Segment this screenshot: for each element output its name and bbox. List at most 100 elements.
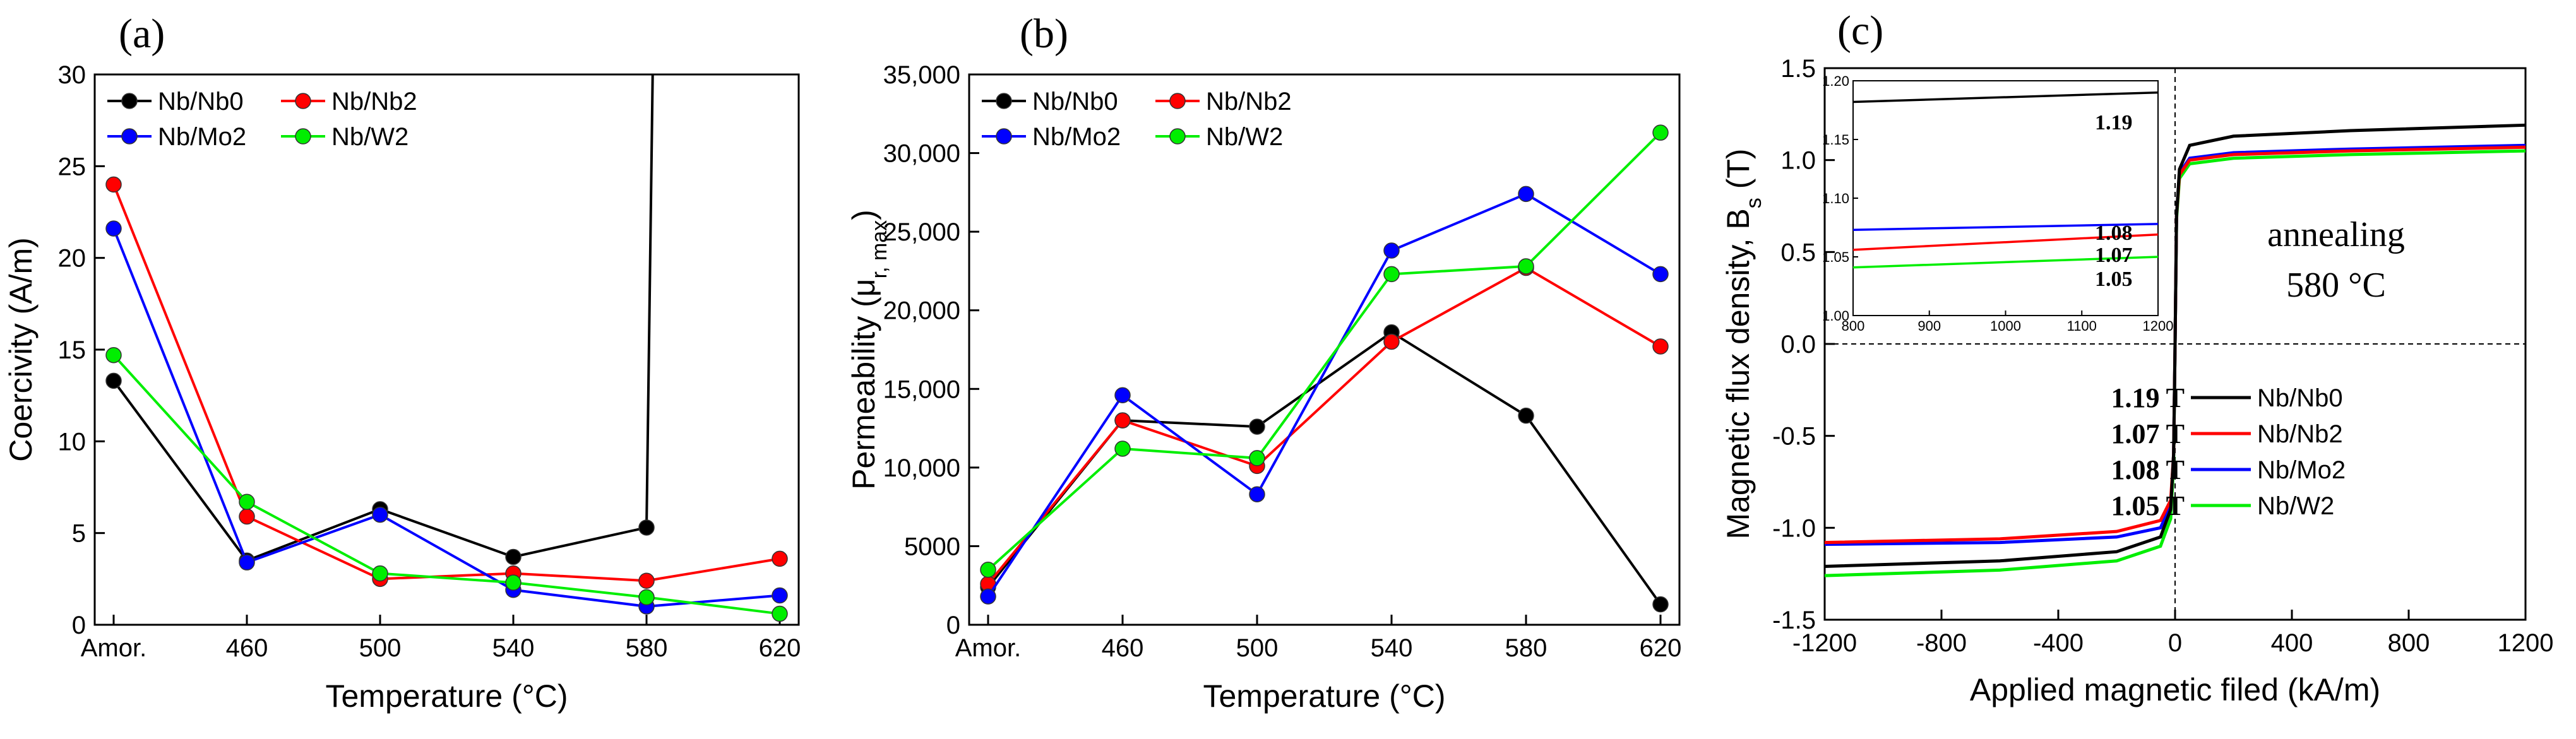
panel-b-series-group <box>980 124 1669 613</box>
panel-b-series-line-nb-w2 <box>987 131 1662 571</box>
inset-ytick-label-1-15: 1.15 <box>1822 132 1849 148</box>
panel-a-point-nb-w2-580 <box>638 589 655 606</box>
panel-a-xtick-label-500: 500 <box>359 634 402 662</box>
panel-a-point-nb-nb2-620 <box>772 550 788 567</box>
panel-a-panel: (a) Amor. 460 500 540 580 620 0 5 10 15 20 25 30 Tempe… <box>3 11 801 714</box>
panel-a-legend-label-nb-mo2: Nb/Mo2 <box>158 123 246 151</box>
panel-b-xtick-label-amor: Amor. <box>955 634 1021 662</box>
panel-a-ytick-label-25: 25 <box>58 153 86 180</box>
panel-b-legend-label-nb-nb0: Nb/Nb0 <box>1032 88 1118 115</box>
panel-b-legend-label-nb-w2: Nb/W2 <box>1206 123 1283 151</box>
panel-b-panel: (b) Amor. 460 500 540 580 620 0 5000 10,000 15,000… <box>846 11 1681 714</box>
panel-a-legend-label-nb-nb0: Nb/Nb0 <box>158 88 244 115</box>
panel-b-xtick-label-540: 540 <box>1371 634 1413 662</box>
panel-a-xtick-label-460: 460 <box>226 634 268 662</box>
inset-value-label-nb-w2: 1.05 <box>2095 268 2133 291</box>
panel-a-point-nb-mo2-620 <box>772 587 788 604</box>
panel-a-point-nb-nb0-amor <box>105 372 122 389</box>
panel-b-ytick-label-30-000: 30,000 <box>883 140 960 168</box>
inset-xtick-label-900: 900 <box>1917 318 1941 334</box>
panel-b-ytick-label-0: 0 <box>946 612 960 639</box>
panel-b-xtick-label-500: 500 <box>1236 634 1279 662</box>
panel-a-point-nb-nb0-540 <box>505 548 522 565</box>
panel-b-y-axis-title: Permeability (μr, max) <box>846 210 891 490</box>
panel-a-ytick-label-15: 15 <box>58 336 86 364</box>
panel-c-ytick-label-1-0: -1.0 <box>1772 514 1816 542</box>
inset-xtick-label-800: 800 <box>1842 318 1865 334</box>
inset-value-label-nb-nb0: 1.19 <box>2095 111 2133 134</box>
panel-b-legend-marker-nb-nb2 <box>1169 93 1186 109</box>
panel-b-panel-label: (b) <box>1020 11 1068 57</box>
panel-a-ytick-label-5: 5 <box>72 520 86 548</box>
panel-c-ytick-label-0-0: 0.0 <box>1780 331 1816 358</box>
panel-c-legend-label-nb-nb2: Nb/Nb2 <box>2257 420 2343 448</box>
panel-a-xtick-label-620: 620 <box>759 634 801 662</box>
panel-b-point-nb-nb2-540 <box>1383 333 1400 350</box>
panel-b-point-nb-w2-540 <box>1383 266 1400 283</box>
panel-a-point-nb-w2-460 <box>239 494 255 511</box>
inset-line-nb-w2 <box>1852 256 2159 269</box>
panel-a-ytick-label-10: 10 <box>58 428 86 456</box>
panel-a-x-axis-title: Temperature (°C) <box>326 678 568 714</box>
panel-c-ytick-label-1-0: 1.0 <box>1780 147 1816 175</box>
panel-c-legend-label-nb-mo2: Nb/Mo2 <box>2257 456 2346 484</box>
panel-a-legend-marker-nb-w2 <box>295 128 311 145</box>
inset-ytick-label-1-20: 1.20 <box>1822 73 1849 89</box>
panel-c-saturation-label-nb-nb2: 1.07 T <box>2111 418 2185 449</box>
panel-c-xtick-label-0: 0 <box>2168 629 2182 657</box>
panel-a-series-line-nb-mo2 <box>112 228 780 608</box>
panel-b-legend-label-nb-mo2: Nb/Mo2 <box>1032 123 1121 151</box>
panel-b-ytick-label-20-000: 20,000 <box>883 297 960 325</box>
panel-c: (c) -1200 -800 -400 0 400 800 1200 -1.5 -1.0 -0.5 0… <box>1720 8 2553 707</box>
panel-a-ytick-label-0: 0 <box>72 612 86 639</box>
panel-b-point-nb-nb2-620 <box>1652 338 1669 355</box>
panel-b-ytick-label-5000: 5000 <box>904 533 960 560</box>
panel-c-saturation-label-nb-mo2: 1.08 T <box>2111 454 2185 485</box>
panel-c-xtick-label-800: 800 <box>2388 629 2430 657</box>
panel-a-legend-label-nb-w2: Nb/W2 <box>331 123 408 151</box>
panel-b-point-nb-nb0-620 <box>1652 596 1669 613</box>
panel-b-point-nb-nb0-500 <box>1249 418 1265 435</box>
panel-a-series-group <box>105 74 788 622</box>
panel-a-legend-label-nb-nb2: Nb/Nb2 <box>331 88 417 115</box>
panel-b-legend-marker-nb-w2 <box>1169 128 1186 145</box>
panel-a-series-line-nb-w2 <box>112 354 780 615</box>
panel-a-point-nb-nb2-580 <box>638 572 655 589</box>
panel-a-point-nb-w2-620 <box>772 605 788 622</box>
panel-c-saturation-label-nb-nb0: 1.19 T <box>2111 382 2185 413</box>
panel-a-point-nb-mo2-500 <box>372 506 388 523</box>
panel-b-xtick-label-580: 580 <box>1505 634 1547 662</box>
panel-a-xtick-label-amor: Amor. <box>81 634 146 662</box>
panel-b-point-nb-nb2-460 <box>1114 412 1131 429</box>
panel-c-xtick-label-1200: -1200 <box>1792 629 1857 657</box>
panel-b-point-nb-w2-500 <box>1249 450 1265 466</box>
panel-b-point-nb-mo2-500 <box>1249 486 1265 502</box>
panel-a-xtick-label-580: 580 <box>626 634 668 662</box>
panel-c-annotation-line-1: annealing <box>2267 215 2405 254</box>
panel-c-legend-label-nb-nb0: Nb/Nb0 <box>2257 384 2343 412</box>
inset-xtick-label-1000: 1000 <box>1990 318 2021 334</box>
panel-b-point-nb-w2-amor <box>980 562 996 578</box>
panel-a-legend-marker-nb-nb2 <box>295 93 311 109</box>
panel-c-legend-label-nb-w2: Nb/W2 <box>2257 492 2334 520</box>
panel-b-point-nb-mo2-amor <box>980 588 996 605</box>
panel-c-ytick-label-1-5: 1.5 <box>1780 55 1816 83</box>
panel-c-inset: 800 900 1000 1100 1200 1.00 1.05 1.10 1.15 1.20 1.… <box>1822 73 2173 334</box>
panel-c-ytick-label-0-5: -0.5 <box>1772 423 1816 451</box>
panel-b-series-line-nb-mo2 <box>987 192 1662 598</box>
panel-c-xtick-label-400: 400 <box>2271 629 2313 657</box>
panel-a-series-line-nb-nb2 <box>112 184 780 582</box>
inset-value-label-nb-mo2: 1.08 <box>2095 222 2133 245</box>
panel-a-xtick-label-540: 540 <box>492 634 535 662</box>
inset-xtick-label-1100: 1100 <box>2067 318 2097 334</box>
plot-frame <box>968 73 1681 626</box>
panel-c-saturation-label-nb-w2: 1.05 T <box>2111 490 2185 521</box>
panel-b-point-nb-mo2-460 <box>1114 387 1131 404</box>
inset-value-label-nb-nb2: 1.07 <box>2095 244 2133 267</box>
panel-b-ytick-label-15-000: 15,000 <box>883 375 960 403</box>
panel-b-point-nb-w2-460 <box>1114 440 1131 457</box>
panel-c-xtick-label-1200: 1200 <box>2498 629 2554 657</box>
panel-b-point-nb-w2-620 <box>1652 124 1669 141</box>
panel-a-series-line-nb-nb0 <box>112 74 654 562</box>
